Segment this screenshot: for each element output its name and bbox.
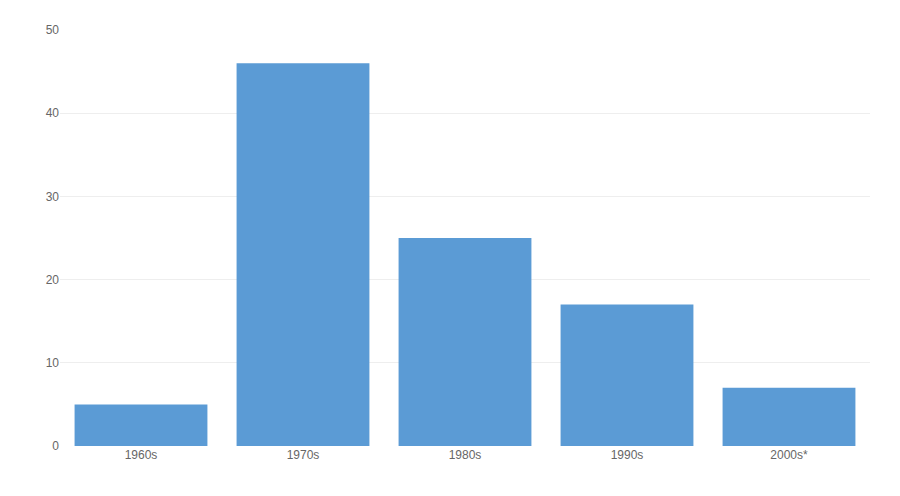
svg-text:50: 50 [46, 23, 60, 37]
svg-text:10: 10 [46, 356, 60, 370]
svg-text:0: 0 [52, 439, 59, 453]
svg-text:1960s: 1960s [125, 448, 158, 462]
svg-text:20: 20 [46, 273, 60, 287]
svg-text:30: 30 [46, 190, 60, 204]
svg-text:1980s: 1980s [449, 448, 482, 462]
svg-text:1970s: 1970s [287, 448, 320, 462]
svg-text:2000s*: 2000s* [770, 448, 808, 462]
svg-text:1990s: 1990s [611, 448, 644, 462]
svg-text:40: 40 [46, 106, 60, 120]
